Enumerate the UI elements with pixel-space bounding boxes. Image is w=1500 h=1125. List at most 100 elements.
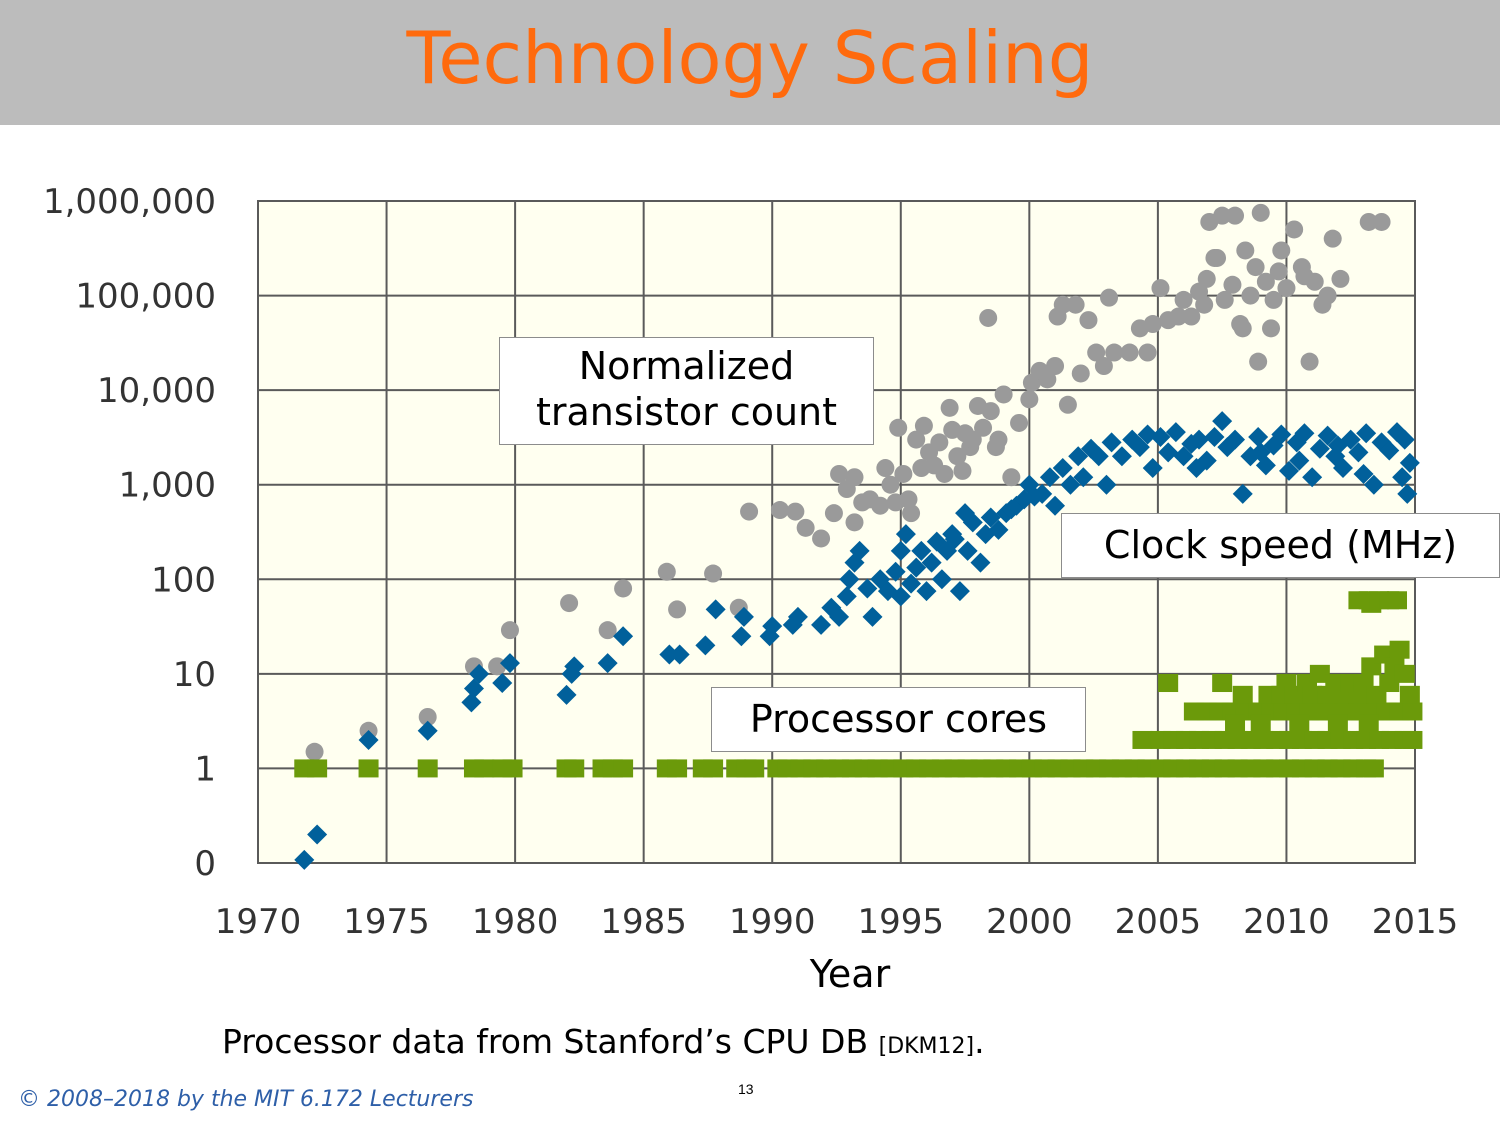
y-tick-label: 10 bbox=[173, 655, 216, 695]
cores-point bbox=[1387, 591, 1408, 610]
transistor-point bbox=[1318, 286, 1337, 305]
clock-point bbox=[1348, 442, 1369, 463]
transistor-point bbox=[974, 418, 993, 437]
transistor-point bbox=[830, 464, 849, 483]
clock-point bbox=[1150, 426, 1171, 447]
clock-point bbox=[695, 635, 716, 656]
series-3 bbox=[294, 591, 1423, 778]
clock-point bbox=[705, 599, 726, 620]
cores-point bbox=[502, 759, 523, 778]
clock-point bbox=[556, 684, 577, 705]
clock-point bbox=[499, 653, 520, 674]
clock-point bbox=[1250, 442, 1271, 463]
clock-point bbox=[857, 578, 878, 599]
transistor-point bbox=[1246, 258, 1265, 277]
series-1 bbox=[305, 203, 1391, 761]
cores-point bbox=[1389, 640, 1410, 659]
clock-point bbox=[836, 586, 857, 607]
transistor-point bbox=[1249, 352, 1268, 371]
cores-point bbox=[358, 759, 379, 778]
transistor-point bbox=[876, 459, 895, 478]
transistor-point bbox=[1236, 241, 1255, 260]
transistor-point bbox=[1046, 357, 1065, 376]
clock-point bbox=[911, 540, 932, 561]
title-bar bbox=[0, 0, 1500, 125]
x-tick-label: 2015 bbox=[1372, 902, 1459, 942]
cores-point bbox=[744, 759, 765, 778]
transistor-point bbox=[1226, 206, 1245, 225]
clock-point bbox=[1271, 424, 1292, 445]
transistor-point bbox=[1285, 220, 1304, 239]
y-tick-label: 0 bbox=[194, 844, 216, 884]
cores-point bbox=[1158, 674, 1179, 693]
transistor-point bbox=[1058, 395, 1077, 414]
clock-point bbox=[1309, 438, 1330, 459]
data-series bbox=[294, 203, 1423, 870]
clock-point bbox=[613, 626, 634, 647]
transistor-point bbox=[1120, 343, 1139, 362]
copyright-footer: © 2008–2018 by the MIT 6.172 Lecturers bbox=[18, 1087, 474, 1112]
transistor-point bbox=[1213, 206, 1232, 225]
transistor-point bbox=[1372, 212, 1391, 231]
transistor-point bbox=[418, 707, 437, 726]
clock-point bbox=[862, 606, 883, 627]
x-tick-label: 2005 bbox=[1115, 902, 1202, 942]
clock-point bbox=[733, 606, 754, 627]
transistor-point bbox=[914, 416, 933, 435]
transistor-point bbox=[704, 564, 723, 583]
data-source-caption: Processor data from Stanford’s CPU DB [D… bbox=[222, 1022, 985, 1061]
clock-point bbox=[839, 569, 860, 590]
cores-point bbox=[1309, 664, 1330, 683]
transistor-point bbox=[881, 475, 900, 494]
transistor-point bbox=[1094, 357, 1113, 376]
transistor-point bbox=[907, 430, 926, 449]
cores-point bbox=[613, 759, 634, 778]
transistor-point bbox=[963, 430, 982, 449]
transistor-point bbox=[1066, 295, 1085, 314]
transistor-point bbox=[1208, 248, 1227, 267]
transistor-point bbox=[770, 501, 789, 520]
transistor-point bbox=[889, 418, 908, 437]
clock-point bbox=[1204, 426, 1225, 447]
clock-point bbox=[492, 673, 513, 694]
transistor-point bbox=[560, 594, 579, 613]
transistor-point bbox=[1100, 288, 1119, 307]
transistor-point bbox=[500, 621, 519, 640]
x-tick-label: 1975 bbox=[343, 902, 430, 942]
transistor-point bbox=[948, 447, 967, 466]
clock-point bbox=[962, 512, 983, 533]
clock-point bbox=[1158, 442, 1179, 463]
clock-point bbox=[980, 507, 1001, 528]
transistor-point bbox=[1223, 275, 1242, 294]
transistor-point bbox=[812, 529, 831, 548]
transistor-point bbox=[1174, 290, 1193, 309]
transistor-point bbox=[1143, 315, 1162, 334]
clock-point bbox=[669, 644, 690, 665]
clock-point bbox=[901, 573, 922, 594]
y-tick-label: 1,000,000 bbox=[43, 182, 216, 222]
transistor-point bbox=[1264, 290, 1283, 309]
cores-point bbox=[667, 759, 688, 778]
clock-point bbox=[1032, 483, 1053, 504]
clock-point bbox=[1052, 458, 1073, 479]
transistor-point bbox=[1197, 269, 1216, 288]
clock-point bbox=[1165, 422, 1186, 443]
cores-point bbox=[474, 759, 495, 778]
x-tick-label: 1985 bbox=[600, 902, 687, 942]
clock-point bbox=[1039, 467, 1060, 488]
x-tick-label: 1990 bbox=[729, 902, 816, 942]
clock-point bbox=[1232, 483, 1253, 504]
transistor-point bbox=[871, 496, 890, 515]
clock-point bbox=[988, 519, 1009, 540]
clock-point bbox=[1137, 424, 1158, 445]
cores-point bbox=[1363, 759, 1384, 778]
x-tick-label: 2010 bbox=[1243, 902, 1330, 942]
clock-point bbox=[1356, 423, 1377, 444]
clock-point bbox=[358, 729, 379, 750]
y-tick-label: 100,000 bbox=[75, 277, 216, 317]
cores-point bbox=[1327, 714, 1348, 733]
transistor-point bbox=[1323, 229, 1342, 248]
clock-point bbox=[1186, 458, 1207, 479]
transistor-point bbox=[1010, 413, 1029, 432]
cores-point bbox=[1132, 730, 1153, 749]
